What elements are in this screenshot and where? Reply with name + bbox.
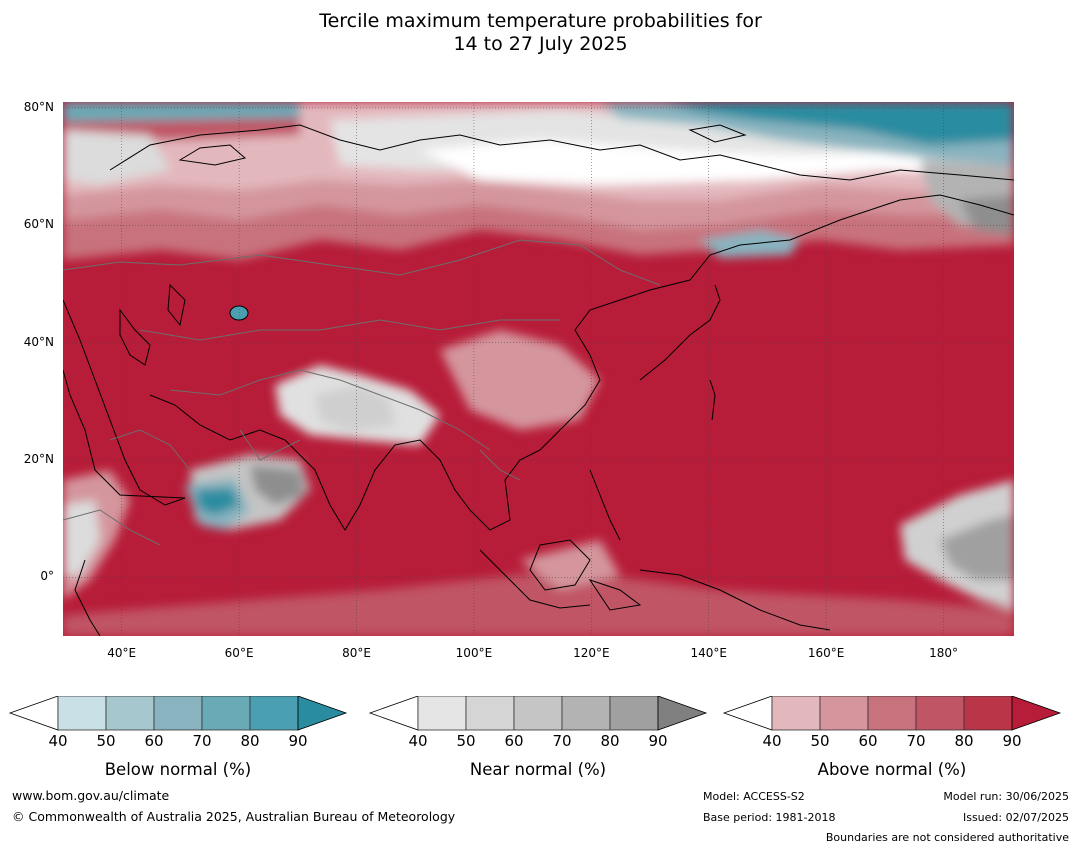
lat-tick-label: 20°N [23, 451, 54, 466]
borneo-above-weak [520, 540, 620, 590]
coastlines [63, 124, 1014, 636]
issued-text: Issued: 02/07/2025 [962, 811, 1069, 824]
near-normal-label: Near normal (%) [469, 760, 607, 779]
colorbar-extend-left [722, 696, 773, 731]
colorbars [8, 696, 1062, 731]
below-normal-label: Below normal (%) [104, 760, 252, 779]
colorbar-tick-label: 80 [240, 732, 260, 750]
nw-near-normal [63, 130, 170, 185]
lon-tick-label: 120°E [573, 646, 610, 660]
lon-tick-label: 80°E [342, 646, 371, 660]
colorbar-segment [417, 696, 467, 731]
ne-near-normal-dark [960, 195, 1014, 235]
colorbar-tick-label: 90 [1002, 732, 1022, 750]
colorbar-tick-label: 70 [552, 732, 572, 750]
lon-tick-label: 40°E [107, 646, 137, 660]
country-borders [63, 239, 661, 546]
colorbar-segment [963, 696, 1013, 731]
china-above-weak [440, 330, 600, 430]
colorbar-extend-left [368, 696, 419, 731]
near-normal-colorbar [368, 696, 708, 731]
colorbar-tick-label: 50 [96, 732, 116, 750]
disclaimer-text: Boundaries are not considered authoritat… [825, 831, 1069, 844]
colorbar-segment [105, 696, 155, 731]
colorbar-segment [561, 696, 611, 731]
graticule [63, 102, 1014, 636]
colorbar-tick-label: 70 [192, 732, 212, 750]
colorbar-tick-label: 80 [954, 732, 974, 750]
copyright-text: © Commonwealth of Australia 2025, Austra… [12, 809, 456, 824]
lon-tick-label: 140°E [690, 646, 727, 660]
colorbar-tick-label: 50 [810, 732, 830, 750]
arabian-sea-below-dark [195, 488, 240, 515]
lat-tick-label: 60°N [23, 217, 54, 232]
map-title: Tercile maximum temperature probabilitie… [0, 10, 1081, 56]
base-period-text: Base period: 1981-2018 [703, 811, 836, 824]
title-line-2: 14 to 27 July 2025 [453, 33, 628, 55]
colorbar-extend-right [657, 696, 708, 731]
colorbar-segment [153, 696, 203, 731]
lat-tick-label: 80°N [23, 99, 54, 114]
model-text: Model: ACCESS-S2 [703, 790, 805, 803]
map-svg [63, 102, 1014, 636]
colorbar-extend-right [297, 696, 348, 731]
colorbar-extend-right [1011, 696, 1062, 731]
colorbar-tick-label: 70 [906, 732, 926, 750]
lon-tick-label: 160°E [807, 646, 845, 660]
above-normal-label: Above normal (%) [817, 760, 967, 779]
arctic-below-east-dark [660, 102, 1014, 145]
lat-tick-label: 40°N [23, 334, 54, 349]
title-line-1: Tercile maximum temperature probabilitie… [319, 10, 762, 32]
arctic-no-dominant [420, 140, 1014, 185]
colorbar-tick-label: 90 [288, 732, 308, 750]
colorbar-segment [771, 696, 821, 731]
lat-tick-label: 0° [40, 569, 54, 584]
lon-tick-label: 180° [929, 646, 958, 660]
model-run-text: Model run: 30/06/2025 [943, 790, 1069, 803]
pacific-near-normal-dark [940, 515, 1014, 580]
colorbar-tick-label: 60 [504, 732, 524, 750]
colorbar-segment [57, 696, 107, 731]
below-normal-colorbar [8, 696, 348, 731]
colorbar-tick-label: 40 [408, 732, 428, 750]
lon-tick-label: 60°E [224, 646, 254, 660]
colorbar-tick-label: 40 [48, 732, 68, 750]
colorbar-segment [915, 696, 965, 731]
colorbar-extend-left [8, 696, 59, 731]
colorbar-segment [609, 696, 659, 731]
tibet-near-normal-inner [315, 385, 395, 432]
map-area: 80°N 60°N 40°N 20°N 0° 40°E 60°E 80°E 100°E 120°… [23, 99, 1014, 660]
colorbar-segment [201, 696, 251, 731]
colorbar-segment [465, 696, 515, 731]
south-above-60 [63, 570, 1014, 636]
colorbar-segment [249, 696, 299, 731]
colorbar-segment [513, 696, 563, 731]
colorbar-tick-label: 80 [600, 732, 620, 750]
colorbar-segment [819, 696, 869, 731]
colorbar-tick-label: 60 [144, 732, 164, 750]
arctic-below-west [63, 102, 300, 122]
colorbar-tick-label: 50 [456, 732, 476, 750]
colorbar-tick-label: 90 [648, 732, 668, 750]
colorbar-segment [867, 696, 917, 731]
colorbar-tick-label: 60 [858, 732, 878, 750]
arabian-sea-near-dark [250, 465, 305, 505]
probability-field [63, 102, 1014, 636]
africa-near-normal [63, 500, 100, 575]
above-normal-colorbar [722, 696, 1062, 731]
colorbar-tick-label: 40 [762, 732, 782, 750]
lon-tick-label: 100°E [455, 646, 493, 660]
website-link[interactable]: www.bom.gov.au/climate [12, 788, 170, 803]
